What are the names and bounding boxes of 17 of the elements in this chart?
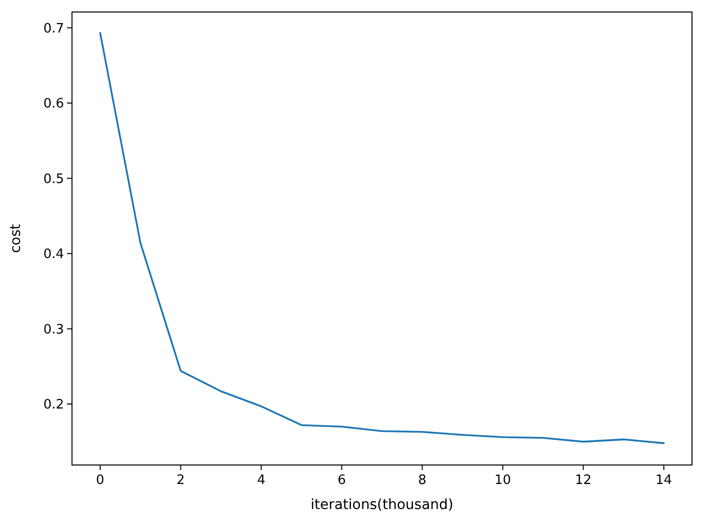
y-tick-label: 0.3 <box>43 322 64 338</box>
x-tick-label: 2 <box>176 473 185 488</box>
y-tick-label: 0.2 <box>43 398 64 413</box>
x-axis-title: iterations(thousand) <box>310 497 454 513</box>
x-tick-label: 4 <box>257 473 266 488</box>
x-tick-label: 10 <box>494 473 512 488</box>
y-tick-label: 0.5 <box>43 172 64 187</box>
x-tick-label: 12 <box>575 473 592 488</box>
x-tick-label: 14 <box>656 473 672 488</box>
y-tick-label: 0.6 <box>43 96 64 112</box>
x-tick-label: 0 <box>96 473 104 488</box>
y-tick-label: 0.7 <box>43 21 64 36</box>
y-tick-label: 0.4 <box>43 247 64 262</box>
x-tick-label: 8 <box>418 473 426 488</box>
y-axis-title: cost <box>8 223 24 254</box>
x-tick-label: 6 <box>338 473 346 488</box>
line-series <box>99 32 665 444</box>
